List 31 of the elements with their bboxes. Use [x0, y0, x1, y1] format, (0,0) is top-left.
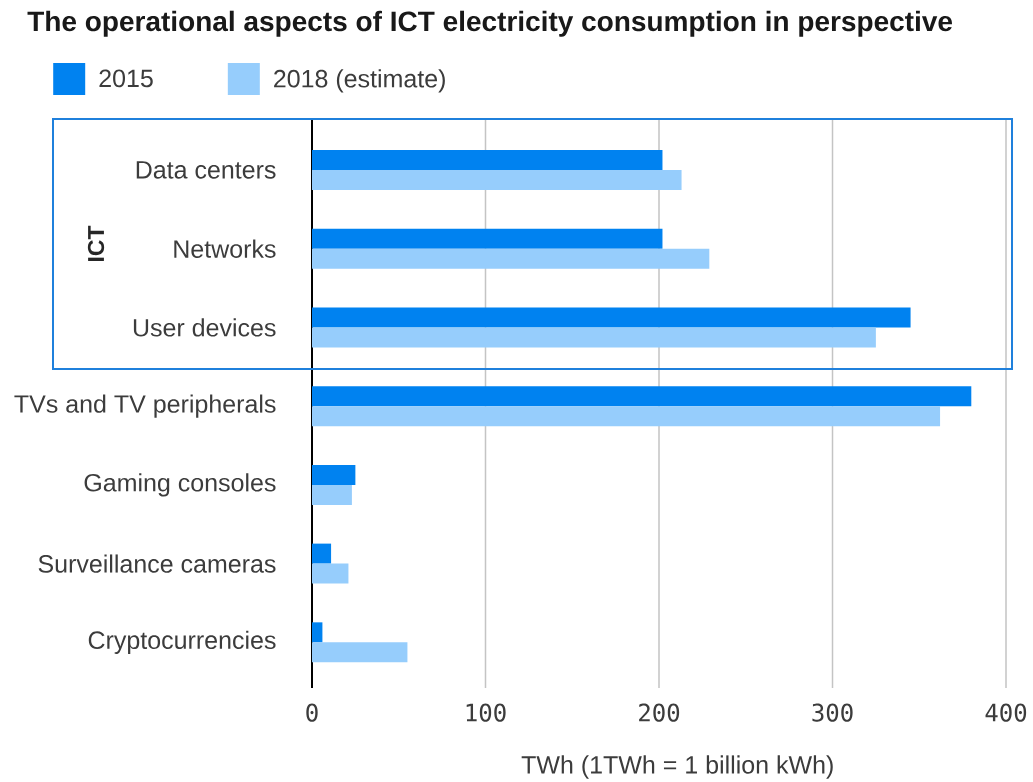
bar [312, 248, 710, 269]
bar [312, 406, 941, 427]
bar [312, 622, 323, 643]
bar [312, 484, 352, 505]
y-tick-label: User devices [133, 318, 276, 337]
chart-title: The operational aspects of ICT electricity consumption in perspective [27, 10, 953, 37]
bar [312, 642, 408, 663]
bar [312, 327, 876, 348]
y-tick-label: Surveillance cameras [38, 554, 276, 573]
y-tick-label: Networks [174, 239, 276, 258]
y-tick-label: Data centers [136, 161, 276, 179]
bar [312, 228, 663, 249]
bar [312, 464, 356, 485]
legend-label: 2018 (estimate) [274, 69, 445, 93]
bar [312, 543, 332, 564]
x-tick-label: 0 [306, 703, 318, 722]
x-tick-label: 200 [639, 703, 680, 722]
x-axis-title: TWh (1TWh = 1 billion kWh) [521, 755, 833, 779]
text: ICT [87, 225, 105, 261]
y-tick-label: Cryptocurrencies [88, 630, 276, 654]
bar [312, 149, 663, 170]
x-tick-label: 300 [812, 703, 853, 722]
x-tick-label: 400 [985, 703, 1027, 722]
bar [312, 169, 682, 190]
bar [312, 307, 911, 328]
bar [312, 563, 349, 584]
legend-label: 2015 [99, 69, 153, 88]
x-tick-label: 100 [466, 703, 506, 722]
y-tick-label: Gaming consoles [84, 473, 276, 497]
bar [312, 386, 972, 407]
y-tick-label: TVs and TV peripherals [14, 394, 276, 418]
